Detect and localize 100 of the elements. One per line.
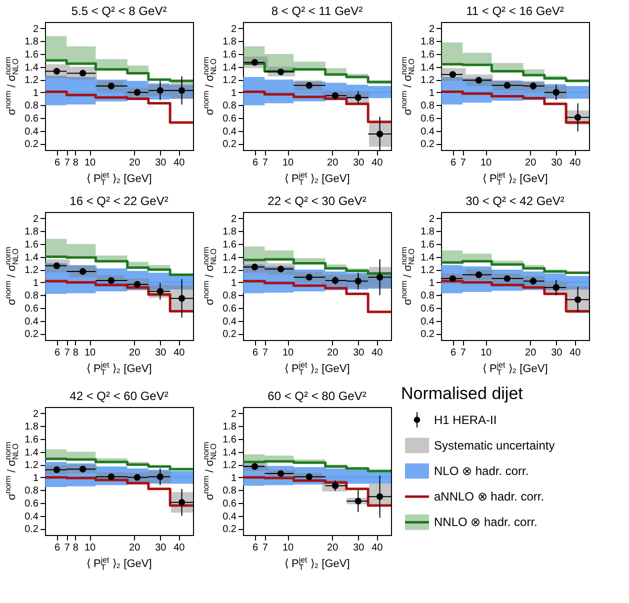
x-tick-label: 7 <box>262 348 268 358</box>
x-tick-label: 6 <box>252 158 258 168</box>
y-tick-label: 1.4 <box>24 447 39 458</box>
x-tick-label: 20 <box>129 542 141 554</box>
x-tick-label: 6 <box>54 158 60 168</box>
x-tick-label: 20 <box>525 158 537 168</box>
x-tick-label: 30 <box>551 348 563 358</box>
y-tick-label: 1 <box>32 278 39 289</box>
y-tick-label: 0.8 <box>222 486 237 497</box>
x-tick-label: 10 <box>480 158 492 168</box>
y-tick-label: 1.6 <box>420 50 435 60</box>
x-tick-label: 10 <box>282 158 294 168</box>
y-tick-label: 0.6 <box>222 114 237 124</box>
x-tick-label: 40 <box>174 158 186 168</box>
y-tick-label: 0.8 <box>222 100 237 112</box>
x-tick-label: 20 <box>327 348 339 358</box>
y-tick-label: 1.8 <box>222 36 237 48</box>
legend-label: NLO ⊗ hadr. corr. <box>434 464 529 478</box>
y-tick-label: 2 <box>428 214 435 225</box>
y-tick-label: 1.8 <box>24 226 39 238</box>
y-tick-label: 1.2 <box>24 460 39 472</box>
x-tick-label: 20 <box>525 348 537 358</box>
y-tick-label: 1.8 <box>24 422 39 433</box>
x-tick-label: 7 <box>262 542 268 554</box>
y-tick-label: 0.2 <box>24 329 39 340</box>
y-tick-label: 0.2 <box>24 139 39 150</box>
y-tick-label: 0.6 <box>420 114 435 124</box>
x-tick-label: 10 <box>84 542 96 554</box>
x-tick-label: 40 <box>372 158 384 168</box>
y-tick-label: 1.2 <box>420 75 435 86</box>
x-tick-label: 10 <box>282 542 294 554</box>
y-tick-label: 2 <box>428 24 435 35</box>
legend-label: aNNLO ⊗ hadr. corr. <box>434 490 544 504</box>
x-tick-label: 20 <box>129 158 141 168</box>
y-tick-label: 0.2 <box>24 524 39 536</box>
y-tick-label: 1.4 <box>222 447 237 458</box>
x-tick-label: 30 <box>155 158 167 168</box>
y-tick-label: 1.6 <box>24 50 39 60</box>
y-tick-label: 1.2 <box>222 265 237 276</box>
y-tick-label: 1.4 <box>24 252 39 264</box>
x-tick-label: 40 <box>372 348 384 358</box>
x-tick-label: 40 <box>174 348 186 358</box>
y-tick-label: 0.4 <box>24 316 39 328</box>
legend-title: Normalised dijet <box>401 384 524 403</box>
y-tick-label: 1 <box>428 278 435 289</box>
y-tick-label: 0.6 <box>24 114 39 124</box>
y-tick-label: 1.6 <box>222 50 237 60</box>
y-tick-label: 1.8 <box>222 422 237 433</box>
y-tick-label: 0.4 <box>222 511 237 522</box>
x-tick-label: 30 <box>155 542 167 554</box>
y-tick-label: 1.8 <box>420 36 435 48</box>
y-tick-label: 1.8 <box>420 226 435 238</box>
y-tick-label: 2 <box>230 24 237 35</box>
y-tick-label: 0.4 <box>222 126 237 138</box>
chart-title: 22 < Q² < 30 GeV² <box>268 194 366 208</box>
y-tick-label: 0.4 <box>222 316 237 328</box>
x-tick-label: 40 <box>372 542 384 554</box>
y-tick-label: 1.2 <box>24 75 39 86</box>
y-tick-label: 0.6 <box>420 304 435 314</box>
x-tick-label: 6 <box>450 348 456 358</box>
y-tick-label: 0.2 <box>420 329 435 340</box>
y-tick-label: 1.8 <box>24 36 39 48</box>
y-tick-label: 0.4 <box>24 511 39 522</box>
x-tick-label: 7 <box>262 158 268 168</box>
x-tick-label: 6 <box>54 542 60 554</box>
y-tick-label: 0.8 <box>222 290 237 302</box>
y-tick-label: 0.8 <box>24 290 39 302</box>
y-tick-label: 0.6 <box>222 304 237 314</box>
y-tick-label: 0.2 <box>222 139 237 150</box>
y-tick-label: 0.2 <box>420 139 435 150</box>
y-tick-label: 0.6 <box>24 498 39 510</box>
y-tick-label: 1.2 <box>24 265 39 276</box>
x-tick-label: 40 <box>174 542 186 554</box>
y-tick-label: 1 <box>230 472 237 484</box>
chart-title: 5.5 < Q² < 8 GeV² <box>71 4 167 18</box>
x-tick-label: 10 <box>84 158 96 168</box>
y-tick-label: 1 <box>428 88 435 99</box>
y-tick-label: 1.6 <box>420 240 435 250</box>
y-tick-label: 1.6 <box>24 434 39 446</box>
x-tick-label: 40 <box>570 348 582 358</box>
x-tick-label: 40 <box>570 158 582 168</box>
y-tick-label: 1 <box>32 88 39 99</box>
y-tick-label: 0.8 <box>420 290 435 302</box>
y-tick-label: 2 <box>32 214 39 225</box>
x-tick-label: 30 <box>551 158 563 168</box>
chart-title: 8 < Q² < 11 GeV² <box>271 4 363 18</box>
y-tick-label: 1.2 <box>222 460 237 472</box>
y-tick-label: 1.4 <box>420 252 435 264</box>
y-tick-label: 0.4 <box>24 126 39 138</box>
x-tick-label: 30 <box>353 158 365 168</box>
x-tick-label: 7 <box>64 348 70 358</box>
x-tick-label: 8 <box>72 542 79 554</box>
legend-label: Systematic uncertainty <box>434 438 555 452</box>
y-tick-label: 1.2 <box>420 265 435 276</box>
y-tick-label: 1.4 <box>222 252 237 264</box>
y-tick-label: 2 <box>32 24 39 35</box>
x-tick-label: 7 <box>64 542 70 554</box>
y-tick-label: 0.8 <box>24 486 39 497</box>
x-tick-label: 20 <box>327 158 339 168</box>
x-tick-label: 6 <box>450 158 456 168</box>
